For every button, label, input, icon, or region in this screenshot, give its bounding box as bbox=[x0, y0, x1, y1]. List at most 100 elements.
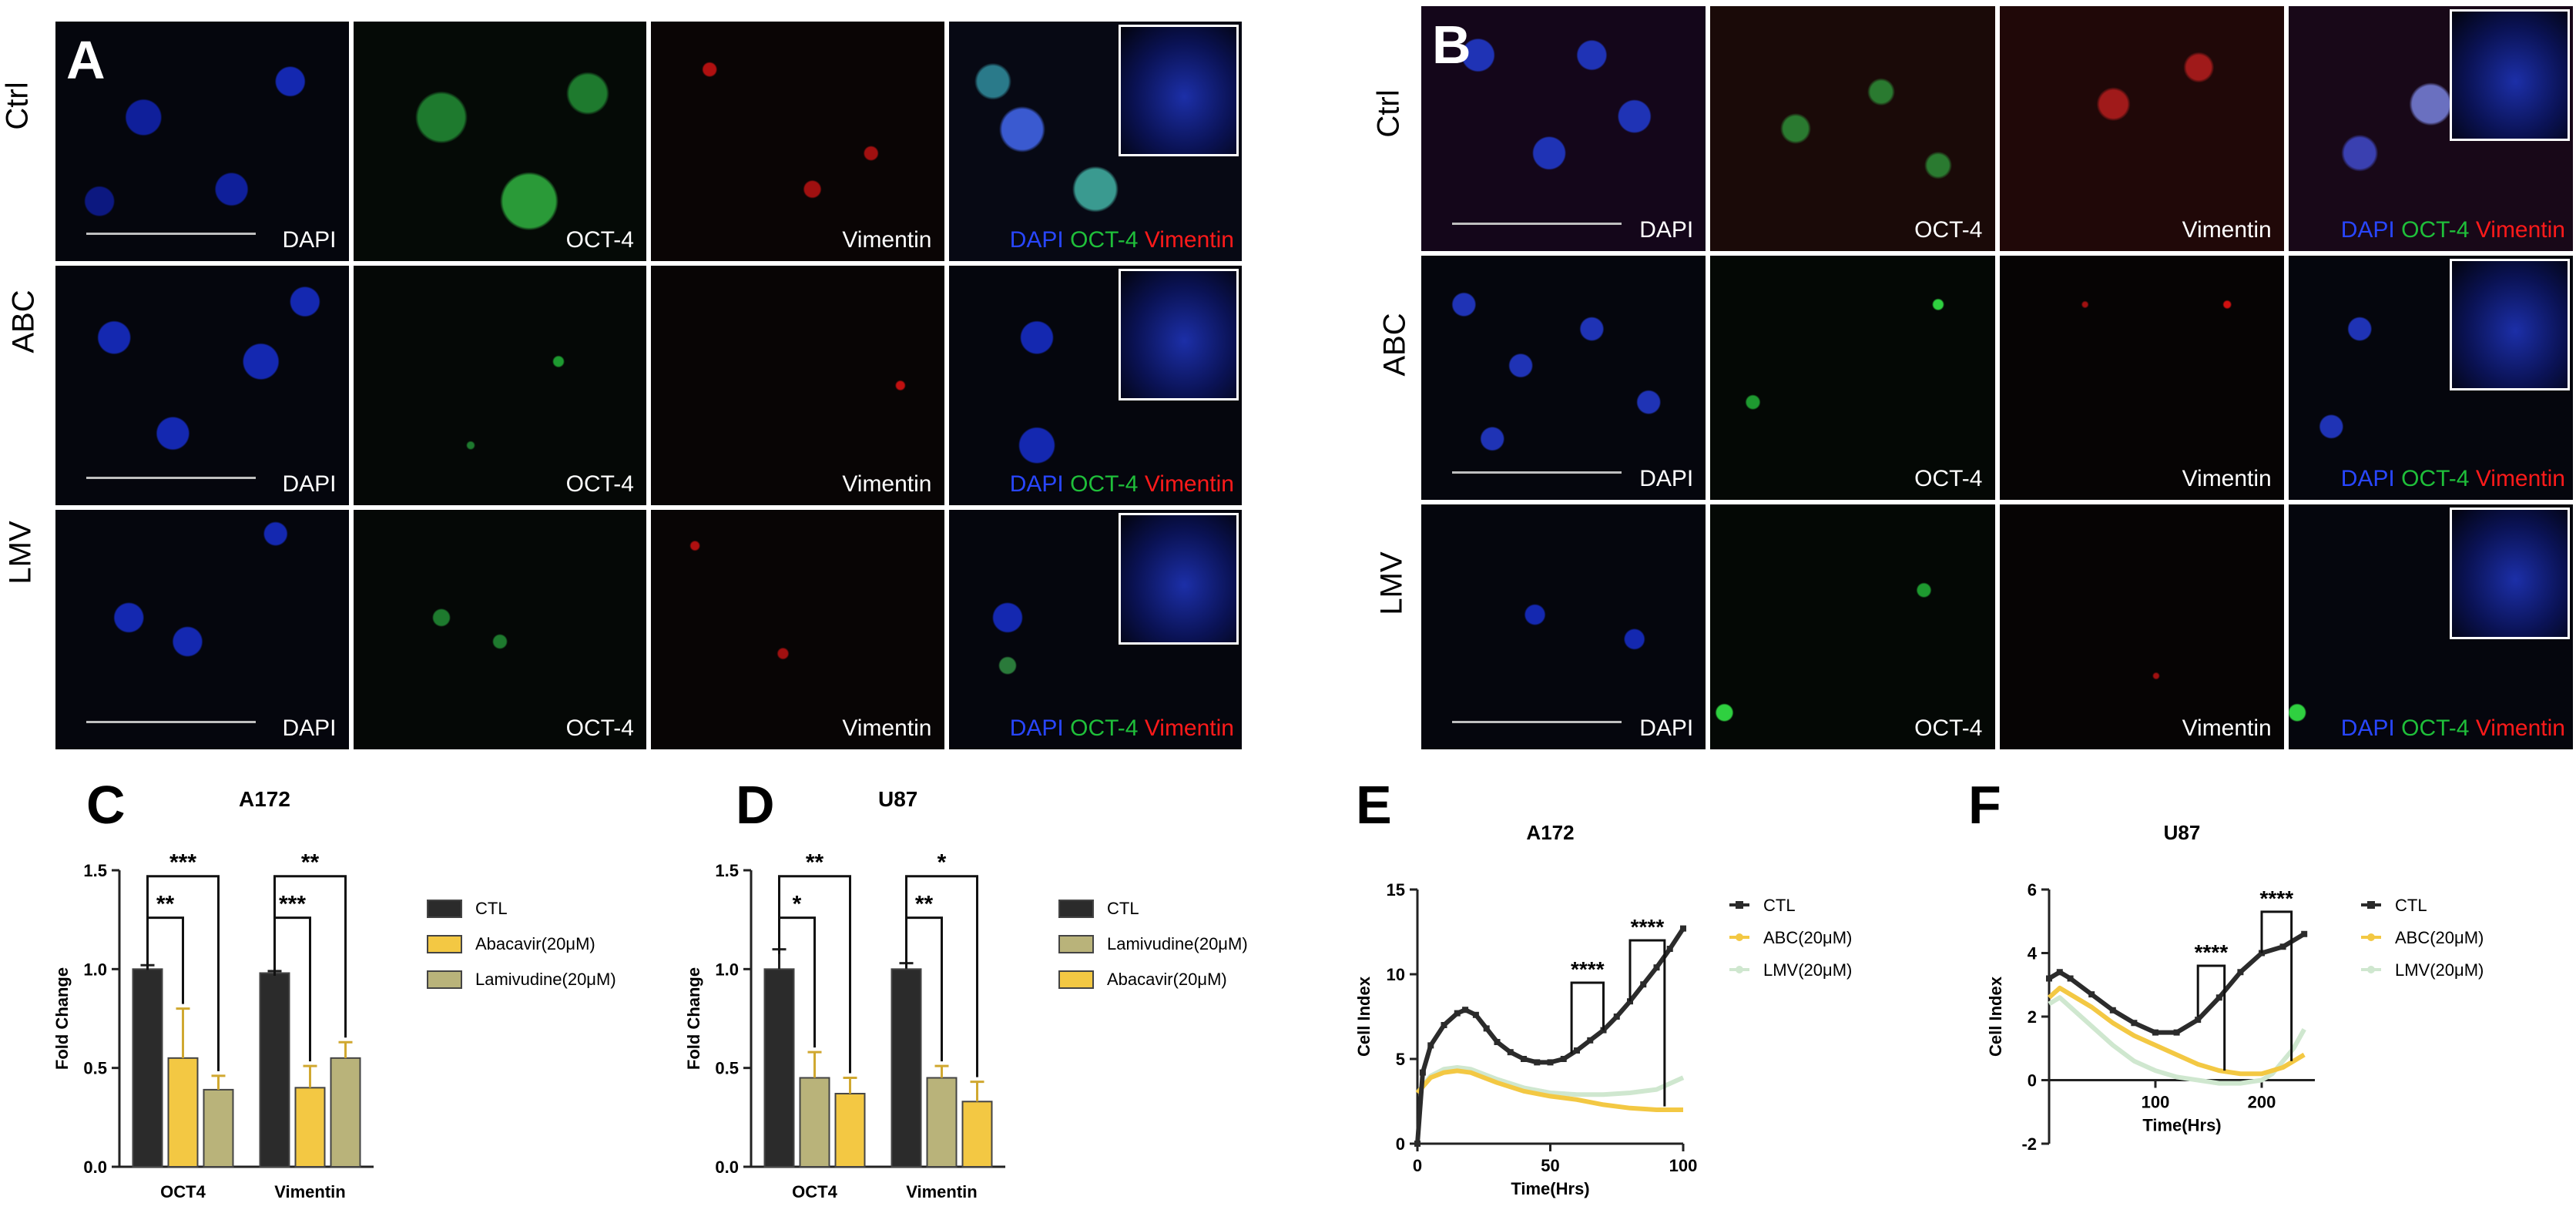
scale-bar bbox=[86, 477, 256, 479]
bar bbox=[891, 968, 922, 1168]
x-category-label: OCT4 bbox=[792, 1182, 837, 1201]
significance-label: ** bbox=[806, 850, 824, 876]
channel-label-vimentin: Vimentin bbox=[842, 227, 932, 253]
y-axis-label: Cell Index bbox=[1986, 976, 2005, 1057]
panel-a-ctrl-oct4-tile: OCT-4 bbox=[353, 22, 646, 261]
merge-label: DAPI OCT-4 Vimentin bbox=[2340, 216, 2565, 243]
legend-label: Abacavir(20μM) bbox=[1107, 970, 1227, 989]
bar bbox=[763, 968, 795, 1168]
panel-a-ctrl-merge-tile: DAPI OCT-4 Vimentin bbox=[948, 22, 1242, 261]
channel-label-dapi: DAPI bbox=[1639, 466, 1694, 492]
channel-label-oct4: OCT-4 bbox=[1914, 715, 1983, 741]
legend-swatch bbox=[1058, 900, 1094, 918]
panel-d-cell-line: U87 bbox=[878, 787, 918, 811]
legend-label: CTL bbox=[475, 899, 508, 918]
scale-bar bbox=[86, 721, 256, 723]
data-point bbox=[1483, 1025, 1490, 1032]
channel-label-oct4: OCT-4 bbox=[1914, 466, 1983, 492]
panel-a-letter: A bbox=[66, 30, 106, 90]
x-category-label: Vimentin bbox=[906, 1182, 978, 1201]
merge-label: DAPI OCT-4 Vimentin bbox=[2340, 466, 2565, 492]
bar bbox=[330, 1057, 361, 1168]
legend-label: Abacavir(20μM) bbox=[475, 934, 595, 953]
significance-label: **** bbox=[2195, 940, 2229, 964]
legend-swatch bbox=[427, 900, 462, 918]
channel-label-vimentin: Vimentin bbox=[2182, 466, 2272, 492]
legend-marker bbox=[2367, 966, 2375, 973]
panel-a-ctrl-dapi-tile: A DAPI bbox=[55, 22, 349, 261]
data-point bbox=[2056, 969, 2063, 976]
significance-bracket bbox=[778, 875, 851, 1074]
legend-label: ABC(20μM) bbox=[2395, 928, 2484, 947]
significance-bracket bbox=[1628, 939, 1666, 1107]
legend-swatch bbox=[1058, 970, 1094, 989]
panel-e-line-chart: A172 0 5 10 15 0 50 100 Time(Hrs) Cell Index **** *… bbox=[1354, 821, 1852, 1198]
channel-label-vimentin: Vimentin bbox=[842, 715, 932, 741]
panel-b-abc-merge-tile: DAPI OCT-4 Vimentin bbox=[2288, 255, 2573, 501]
panel-a-abc-vimentin-tile: Vimentin bbox=[651, 266, 944, 505]
scale-bar bbox=[1452, 471, 1622, 474]
panel-b-lmv-merge-tile: DAPI OCT-4 Vimentin bbox=[2288, 504, 2573, 749]
data-point bbox=[2152, 1029, 2158, 1036]
data-point bbox=[2301, 930, 2308, 937]
panel-b-abc-dapi-tile: DAPI bbox=[1421, 255, 1706, 501]
y-axis-label: Fold Change bbox=[52, 967, 72, 1070]
merge-label: DAPI OCT-4 Vimentin bbox=[1009, 715, 1234, 741]
panel-a-abc-oct4-tile: OCT-4 bbox=[353, 266, 646, 505]
significance-bracket bbox=[2196, 964, 2226, 1071]
legend-swatch bbox=[427, 970, 462, 989]
zoom-inset bbox=[1119, 269, 1239, 400]
series-line bbox=[1415, 1065, 1685, 1097]
significance-label: **** bbox=[1631, 915, 1665, 939]
data-point bbox=[2088, 991, 2095, 998]
data-point bbox=[2215, 994, 2222, 1001]
significance-label: **** bbox=[1571, 957, 1605, 981]
panel-f-letter: F bbox=[1968, 775, 2001, 835]
data-point bbox=[1587, 1037, 1594, 1044]
legend-marker bbox=[1736, 966, 1743, 973]
y-tick-label: 5 bbox=[1396, 1050, 1405, 1069]
significance-label: *** bbox=[169, 850, 196, 876]
zoom-inset bbox=[2450, 9, 2570, 141]
x-axis-label: Time(Hrs) bbox=[2142, 1116, 2221, 1135]
bar bbox=[132, 968, 163, 1168]
channel-label-vimentin: Vimentin bbox=[842, 471, 932, 497]
y-tick-label: 1.0 bbox=[715, 960, 739, 979]
legend-marker bbox=[2367, 901, 2375, 909]
bar bbox=[167, 1057, 199, 1168]
data-point bbox=[2131, 1020, 2138, 1027]
significance-label: * bbox=[793, 892, 802, 917]
panel-b-ctrl-oct4-tile: OCT-4 bbox=[1710, 6, 1995, 251]
data-point bbox=[2237, 969, 2244, 976]
channel-label-vimentin: Vimentin bbox=[2182, 715, 2272, 741]
data-point bbox=[1534, 1059, 1541, 1066]
x-tick-label: 0 bbox=[1413, 1156, 1422, 1175]
y-tick-label: 15 bbox=[1387, 880, 1405, 900]
x-category-label: OCT4 bbox=[160, 1182, 206, 1201]
panel-b-abc-oct4-tile: OCT-4 bbox=[1710, 255, 1995, 501]
data-point bbox=[2109, 1007, 2116, 1014]
significance-label: ** bbox=[301, 850, 320, 876]
panel-a-abc-merge-tile: DAPI OCT-4 Vimentin bbox=[948, 266, 1242, 505]
legend-marker bbox=[1736, 901, 1743, 909]
scale-bar bbox=[1452, 720, 1622, 723]
legend-swatch bbox=[1058, 935, 1094, 953]
panel-b-ctrl-vimentin-tile: Vimentin bbox=[1999, 6, 2284, 251]
legend-label: ABC(20μM) bbox=[1763, 928, 1852, 947]
data-point bbox=[1574, 1047, 1580, 1054]
data-point bbox=[1414, 1141, 1420, 1147]
panel-a-lmv-merge-tile: DAPI OCT-4 Vimentin bbox=[948, 510, 1242, 749]
bar bbox=[294, 1087, 326, 1168]
channel-label-dapi: DAPI bbox=[1639, 715, 1694, 741]
channel-label-dapi: DAPI bbox=[282, 227, 337, 253]
legend-marker bbox=[1736, 933, 1743, 941]
channel-label-dapi: DAPI bbox=[1639, 216, 1694, 243]
panel-b-ctrl-merge-tile: DAPI OCT-4 Vimentin bbox=[2288, 6, 2573, 251]
x-tick-label: 50 bbox=[1541, 1156, 1559, 1175]
panel-a-ctrl-vimentin-tile: Vimentin bbox=[651, 22, 944, 261]
panel-b-row-label-abc: ABC bbox=[1377, 313, 1412, 377]
panel-a-row-label-lmv: LMV bbox=[3, 521, 38, 585]
y-tick-label: 0 bbox=[2028, 1071, 2037, 1091]
series-line bbox=[2047, 985, 2306, 1077]
